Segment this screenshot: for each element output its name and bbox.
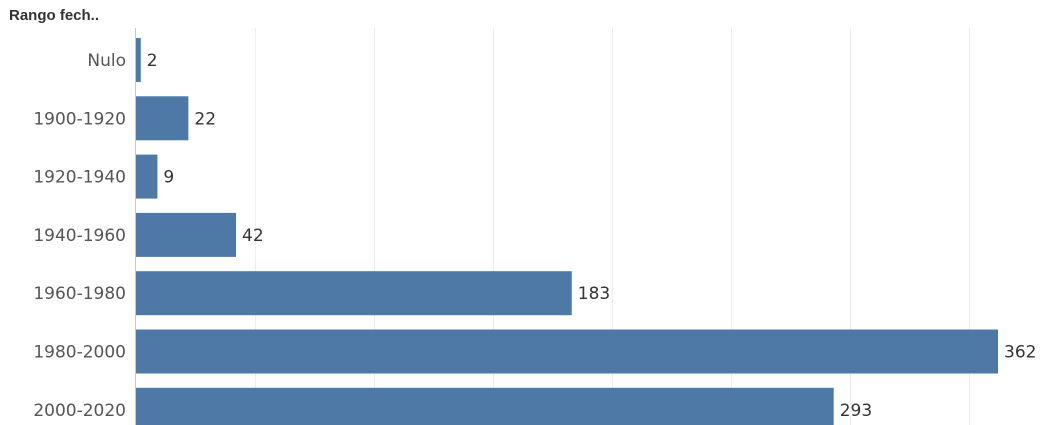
data-label: 22 xyxy=(194,109,216,129)
bar xyxy=(136,271,572,316)
data-label: 183 xyxy=(578,284,610,304)
data-label: 293 xyxy=(840,401,872,421)
category-label: 1940-1960 xyxy=(33,226,126,246)
category-label: 1960-1980 xyxy=(33,284,126,304)
category-label: Nulo xyxy=(87,51,126,71)
category-label: 1900-1920 xyxy=(33,109,126,129)
category-label: 1980-2000 xyxy=(33,343,126,363)
data-label: 9 xyxy=(163,168,174,188)
chart-title: Rango fech.. xyxy=(9,7,100,24)
data-label: 42 xyxy=(242,226,264,246)
bar xyxy=(136,329,998,374)
category-label: 1920-1940 xyxy=(33,168,126,188)
data-label: 2 xyxy=(147,51,158,71)
bar xyxy=(136,212,237,257)
bar xyxy=(136,96,189,141)
category-label: 2000-2020 xyxy=(33,401,126,421)
bar xyxy=(136,387,834,425)
bar xyxy=(136,154,158,199)
bar xyxy=(136,38,141,82)
data-label: 362 xyxy=(1004,343,1036,363)
